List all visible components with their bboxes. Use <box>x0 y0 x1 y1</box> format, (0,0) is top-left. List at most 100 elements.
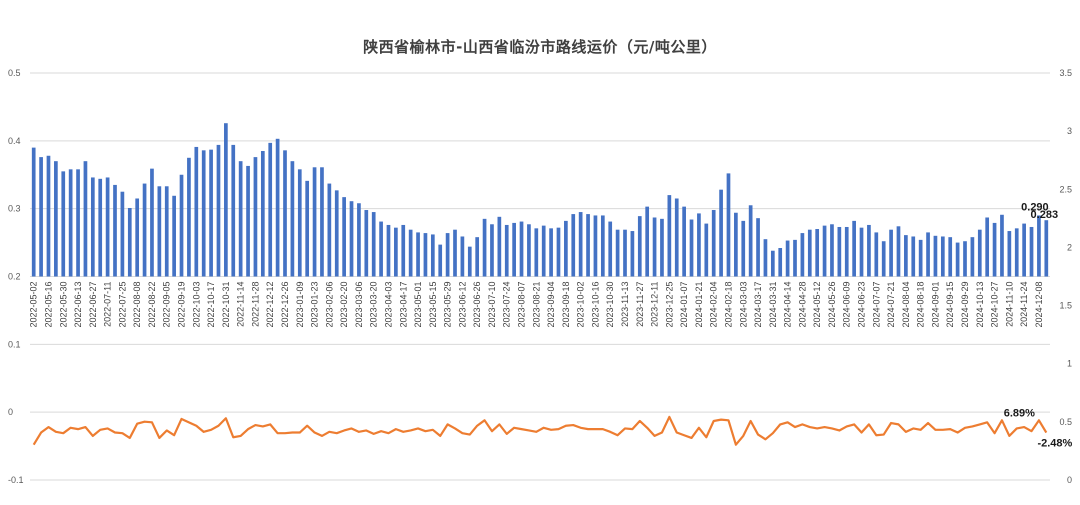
bar <box>342 197 346 277</box>
data-label: 0.283 <box>1031 209 1059 221</box>
x-tick-label: 2024-09-01 <box>930 282 940 328</box>
x-tick-label: 2023-09-18 <box>561 282 571 328</box>
x-tick-label: 2022-09-19 <box>177 282 187 328</box>
bar <box>734 212 738 277</box>
bar <box>467 246 472 277</box>
bar <box>660 218 664 277</box>
x-tick-label: 2023-03-20 <box>369 282 379 328</box>
bar <box>837 226 842 277</box>
bar <box>874 232 879 277</box>
bar <box>564 220 568 277</box>
x-tick-label: 2023-07-10 <box>487 281 497 327</box>
bar <box>504 224 509 277</box>
bar <box>911 236 916 277</box>
x-tick-label: 2023-04-03 <box>383 282 393 328</box>
bar <box>268 142 273 277</box>
x-tick-label: 2024-02-04 <box>709 282 719 328</box>
bar <box>600 215 605 277</box>
bar <box>231 144 236 277</box>
bar <box>652 217 657 277</box>
bar <box>785 240 790 277</box>
left-tick-label: 0 <box>8 407 13 417</box>
bar <box>490 224 494 277</box>
bar <box>719 189 723 277</box>
right-tick-label: 3 <box>1067 126 1072 136</box>
left-tick-label: 0.2 <box>8 272 21 282</box>
x-tick-label: 2023-06-26 <box>472 282 482 328</box>
bar <box>778 248 783 277</box>
bar <box>349 201 354 277</box>
line-series <box>32 415 1048 446</box>
bar <box>534 228 539 277</box>
bar <box>645 206 650 277</box>
bar <box>216 144 221 277</box>
bar <box>157 186 162 277</box>
x-tick-label: 2024-04-28 <box>797 282 807 328</box>
x-axis-labels: 2022-05-02 2022-05-16 2022-05-30 2022-06-13… <box>29 281 1044 327</box>
x-tick-label: 2023-11-13 <box>620 282 630 327</box>
bar <box>187 157 191 277</box>
x-tick-label: 2024-03-17 <box>753 282 763 328</box>
x-tick-label: 2022-06-13 <box>73 282 83 328</box>
x-tick-label: 2023-08-21 <box>531 282 541 328</box>
bar <box>756 218 760 277</box>
bar <box>608 221 613 277</box>
bar <box>113 184 117 277</box>
x-tick-label: 2022-07-11 <box>103 282 113 327</box>
bar <box>416 232 420 277</box>
bar <box>807 229 812 277</box>
bar <box>970 237 975 277</box>
x-tick-label: 2023-05-29 <box>443 282 453 328</box>
x-tick-label: 2024-05-12 <box>812 282 822 328</box>
x-tick-label: 2022-08-22 <box>147 282 157 328</box>
data-label: 0.290 <box>1021 201 1049 213</box>
bar <box>800 233 805 277</box>
bar <box>253 157 258 277</box>
bar <box>305 180 310 277</box>
x-tick-label: 2024-08-04 <box>901 282 911 328</box>
bar <box>246 165 250 277</box>
bar <box>401 224 406 277</box>
x-tick-label: 2022-10-17 <box>206 282 216 328</box>
bar <box>867 224 871 277</box>
left-tick-label: 0.1 <box>8 339 21 349</box>
bar <box>46 155 51 277</box>
x-tick-label: 2024-10-27 <box>990 282 1000 328</box>
bar <box>179 174 184 277</box>
bar <box>682 206 686 277</box>
x-tick-label: 2024-10-13 <box>975 282 985 328</box>
bar <box>283 150 287 277</box>
x-tick-label: 2024-01-21 <box>694 282 704 328</box>
bar <box>423 233 428 277</box>
bar <box>120 191 125 277</box>
bar <box>556 227 561 277</box>
right-tick-label: 0 <box>1067 475 1072 485</box>
bar <box>955 242 960 277</box>
left-tick-label: 0.3 <box>8 204 21 214</box>
bar <box>172 195 176 277</box>
right-tick-label: 1 <box>1067 359 1072 369</box>
bar <box>623 229 627 277</box>
x-tick-label: 2024-09-29 <box>960 282 970 328</box>
x-tick-label: 2023-07-24 <box>502 282 512 328</box>
bar <box>135 198 140 277</box>
bar <box>90 177 95 277</box>
x-tick-label: 2023-09-04 <box>546 282 556 328</box>
x-tick-label: 2022-12-12 <box>265 282 275 328</box>
bar <box>31 147 36 277</box>
bar <box>127 207 132 277</box>
x-tick-label: 2022-06-27 <box>88 282 98 328</box>
x-tick-label: 2023-10-30 <box>605 282 615 328</box>
left-tick-label: -0.1 <box>8 475 24 485</box>
bar <box>926 232 930 277</box>
bar <box>711 210 716 277</box>
bar <box>371 212 376 277</box>
right-tick-label: 2.5 <box>1059 184 1072 194</box>
x-tick-label: 2023-10-02 <box>576 282 586 328</box>
right-tick-label: 0.5 <box>1059 417 1072 427</box>
bar <box>830 224 834 277</box>
bar <box>357 203 361 277</box>
bar <box>98 178 103 277</box>
